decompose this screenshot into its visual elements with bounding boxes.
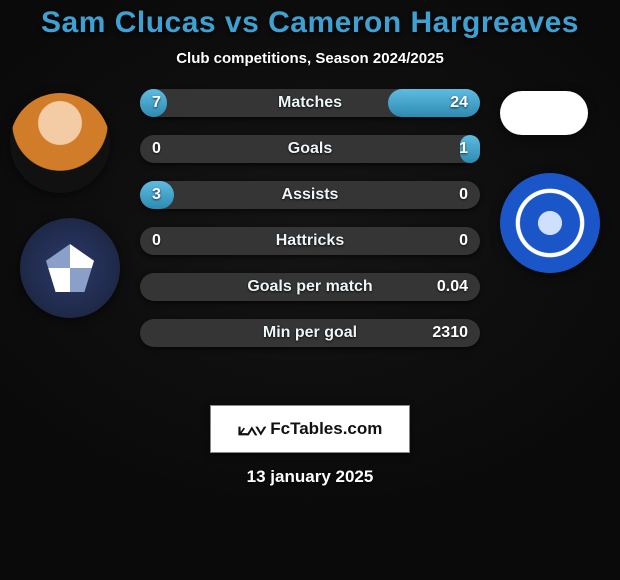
player1-club-badge <box>20 218 120 318</box>
stat-label: Min per goal <box>140 319 480 347</box>
stat-label: Hattricks <box>140 227 480 255</box>
stat-row: 00Hattricks <box>140 227 480 255</box>
stat-label: Goals <box>140 135 480 163</box>
brand-icon: ⟀∧∨ <box>238 419 265 440</box>
date-text: 13 january 2025 <box>0 467 620 487</box>
stat-row: 0.04Goals per match <box>140 273 480 301</box>
stat-label: Assists <box>140 181 480 209</box>
page-title: Sam Clucas vs Cameron Hargreaves <box>0 6 620 40</box>
brand-badge[interactable]: ⟀∧∨ FcTables.com <box>210 405 410 453</box>
stat-row: 01Goals <box>140 135 480 163</box>
player1-photo <box>10 93 110 193</box>
comparison-card: Sam Clucas vs Cameron Hargreaves Club co… <box>0 0 620 580</box>
brand-text: FcTables.com <box>270 419 382 439</box>
stat-row: 2310Min per goal <box>140 319 480 347</box>
page-subtitle: Club competitions, Season 2024/2025 <box>0 50 620 67</box>
stat-rows: 724Matches 01Goals 30Assists 00Hattricks 0.0… <box>140 89 480 365</box>
player2-photo <box>500 91 588 135</box>
stats-area: 724Matches01Goals30Assists00Hattricks0.0… <box>0 103 620 383</box>
stat-label: Goals per match <box>140 273 480 301</box>
stat-label: Matches <box>140 89 480 117</box>
stat-row: 30Assists <box>140 181 480 209</box>
stat-row: 724Matches <box>140 89 480 117</box>
player2-club-badge <box>500 173 600 273</box>
